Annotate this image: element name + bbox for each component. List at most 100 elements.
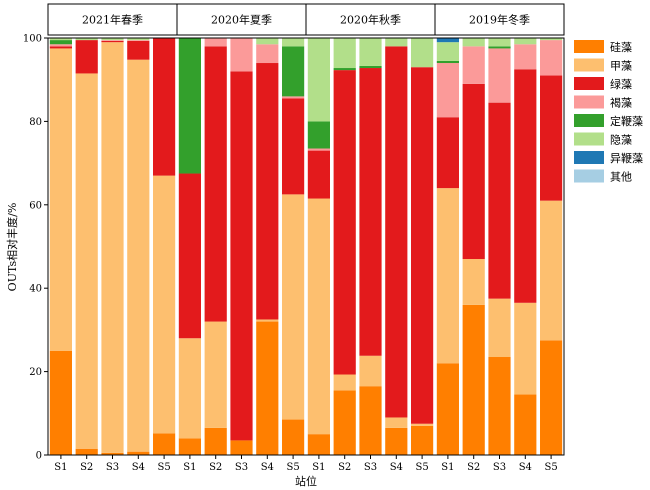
bar-segment (462, 46, 485, 84)
bar-segment (436, 60, 459, 64)
bar-segment (230, 71, 253, 441)
bar-segment (436, 188, 459, 364)
x-tick-label: S5 (544, 462, 557, 473)
bar-segment (75, 73, 98, 449)
bar-segment (256, 63, 279, 320)
x-tick-label: S3 (235, 462, 248, 473)
bar-segment (488, 46, 511, 49)
bar-segment (462, 259, 485, 305)
bar-segment (359, 68, 382, 356)
bar-segment (49, 44, 72, 47)
bar-segment (540, 40, 563, 76)
bar-segment (488, 298, 511, 358)
legend-swatch (574, 114, 604, 127)
bar-segment (359, 355, 382, 387)
bar-segment (230, 440, 253, 455)
bar-segment (256, 38, 279, 45)
bar-segment (75, 40, 98, 74)
bar-segment (101, 38, 124, 41)
bar-segment (127, 40, 150, 41)
bar-segment (256, 319, 279, 322)
legend-entry-label: 绿藻 (610, 77, 632, 91)
bar-segment (230, 38, 253, 72)
x-tick-label: S1 (312, 462, 325, 473)
bar-segment (462, 38, 485, 47)
bar-segment (540, 200, 563, 341)
bar-segment (49, 48, 72, 351)
panel-header-box (47, 3, 178, 36)
bar-segment (540, 340, 563, 455)
bar-segment (333, 68, 356, 71)
x-tick-label: S5 (415, 462, 428, 473)
bar-segment (307, 434, 330, 455)
bar-segment (359, 386, 382, 455)
bar-segment (411, 67, 434, 424)
bar-segment (359, 65, 382, 69)
bar-segment (101, 42, 124, 453)
panel-header-box (305, 3, 436, 36)
x-axis-title: 站位 (295, 474, 317, 488)
bar-segment (256, 44, 279, 64)
bar-segment (359, 38, 382, 66)
bar-segment (411, 38, 434, 68)
x-tick-label: S5 (286, 462, 299, 473)
legend-entry-label: 其他 (610, 171, 632, 184)
bar-segment (101, 40, 124, 41)
bar-segment (514, 302, 537, 395)
legend-swatch (574, 58, 604, 72)
bar-segment (436, 63, 459, 118)
bar-segment (385, 46, 408, 418)
bar-segment (204, 38, 227, 47)
bar-segment (178, 173, 201, 339)
y-tick-label: 100 (23, 34, 42, 45)
x-tick-label: S4 (390, 462, 403, 473)
bar-segment (75, 38, 98, 41)
bar-segment (127, 40, 150, 60)
x-tick-label: S2 (467, 462, 480, 473)
bar-segment (204, 427, 227, 455)
bar-segment (307, 148, 330, 151)
bar-segment (282, 96, 305, 99)
legend-swatch (574, 95, 604, 109)
bar-segment (436, 363, 459, 455)
bar-segment (514, 38, 537, 45)
bar-segment (49, 350, 72, 455)
bar-segment (488, 38, 511, 47)
bar-segment (540, 38, 563, 41)
bar-segment (127, 451, 150, 455)
panel-header-label: 2021年春季 (82, 13, 143, 27)
plot-frame (47, 37, 565, 456)
y-tick-label: 0 (36, 451, 42, 462)
panel-header-label: 2020年秋季 (340, 13, 401, 27)
y-tick-label: 40 (29, 284, 42, 295)
bar-segment (256, 321, 279, 455)
bar-segment (385, 38, 408, 47)
bar-segment (101, 452, 124, 455)
bar-segment (514, 44, 537, 70)
bar-segment (282, 419, 305, 455)
x-tick-label: S1 (441, 462, 454, 473)
panel-header-box (176, 3, 307, 36)
legend-swatch (574, 169, 604, 183)
legend-entry-label: 褐藻 (610, 96, 632, 110)
bar-segment (49, 40, 72, 45)
bar-segment (385, 427, 408, 455)
bar-segment (307, 38, 330, 122)
x-tick-label: S1 (54, 462, 67, 473)
bar-segment (178, 438, 201, 455)
x-tick-label: S3 (493, 462, 506, 473)
bar-segment (282, 38, 305, 47)
bar-segment (153, 38, 176, 176)
bar-segment (307, 198, 330, 435)
x-tick-label: S5 (157, 462, 170, 473)
bar-segment (282, 194, 305, 420)
bar-segment (333, 390, 356, 455)
bar-segment (75, 448, 98, 455)
legend-entry-label: 定鞭藻 (610, 114, 643, 128)
panel-header-label: 2020年夏季 (211, 13, 272, 27)
bar-segment (488, 48, 511, 103)
bar-segment (178, 338, 201, 439)
legend-entry-label: 甲藻 (610, 60, 632, 73)
x-tick-label: S2 (338, 462, 351, 473)
